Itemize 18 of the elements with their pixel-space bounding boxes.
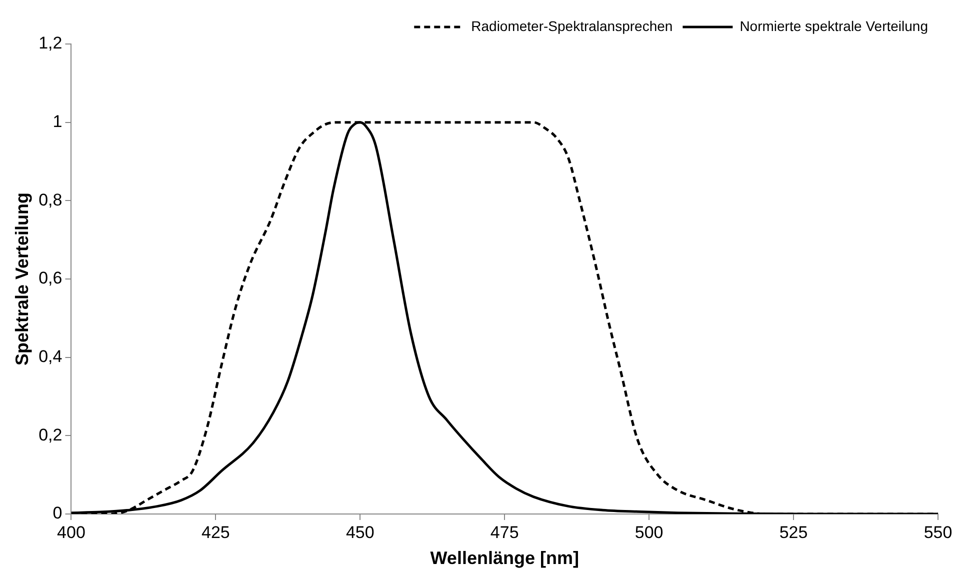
x-tick-label: 525	[779, 522, 808, 542]
legend-label: Normierte spektrale Verteilung	[740, 18, 928, 34]
x-tick-label: 500	[634, 522, 664, 542]
x-tick-label: 550	[924, 522, 952, 542]
y-tick-label: 0	[52, 504, 62, 523]
y-tick-label: 0,4	[38, 347, 62, 366]
x-axis-title: Wellenlänge [nm]	[430, 548, 579, 568]
y-tick-label: 0,8	[38, 190, 62, 210]
x-tick-label: 450	[346, 522, 374, 542]
x-tick-label: 400	[57, 522, 86, 542]
y-tick-label: 0,6	[38, 268, 62, 288]
x-tick-label: 475	[490, 522, 519, 542]
y-tick-label: 1,2	[38, 34, 62, 53]
y-axis-title: Spektrale Verteilung	[12, 192, 32, 366]
y-tick-label: 1	[52, 112, 62, 132]
y-tick-label: 0,2	[38, 425, 62, 444]
x-tick-label: 425	[202, 522, 230, 542]
legend-label: Radiometer-Spektralansprechen	[471, 18, 673, 34]
